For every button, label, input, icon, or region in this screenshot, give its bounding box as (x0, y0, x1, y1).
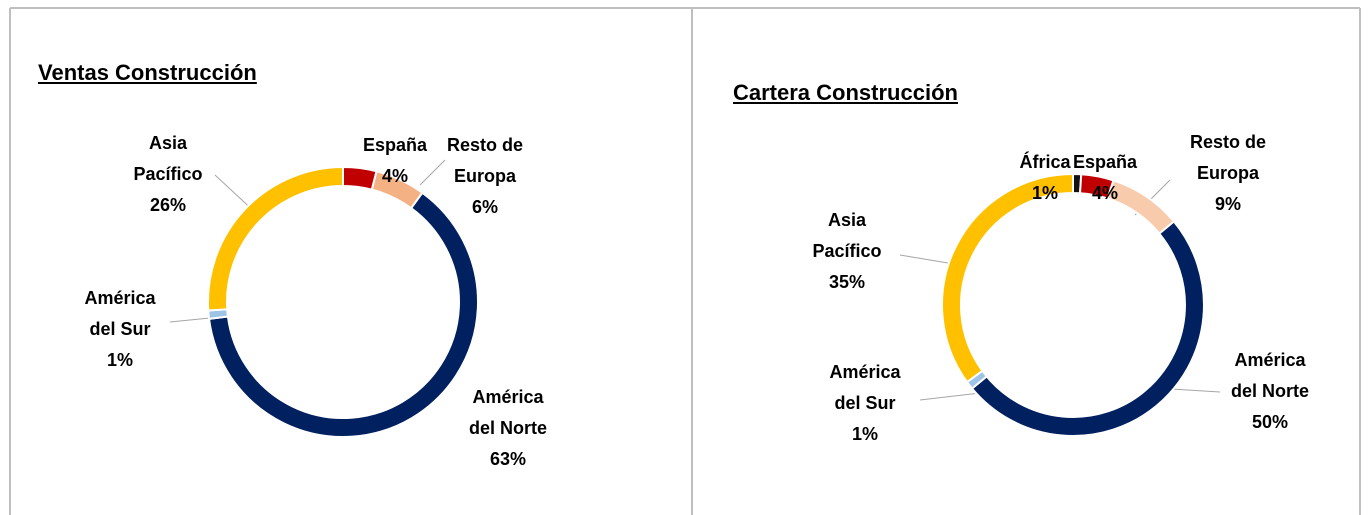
category-label: Asia Pacífico (133, 133, 203, 184)
value-label: 26% (149, 195, 187, 215)
category-label: Asia Pacífico (812, 210, 882, 261)
value-label: 4% (1091, 183, 1118, 203)
category-label: Resto de Europa (1189, 132, 1267, 183)
value-label: 35% (828, 272, 866, 292)
leader-line (419, 159, 446, 186)
donut-segment (970, 220, 1205, 437)
value-label: 9% (1214, 194, 1241, 214)
value-label: 1% (106, 350, 133, 370)
chart-title: Cartera Construcción (733, 80, 958, 105)
leader-line (919, 392, 981, 401)
chart-title: Ventas Construcción (38, 60, 257, 85)
category-label: América del Norte (1230, 350, 1309, 401)
value-label: 6% (471, 197, 498, 217)
donut-segment (207, 165, 344, 312)
category-label: España (362, 135, 428, 155)
leader-line (169, 317, 211, 323)
category-label: América del Sur (829, 362, 901, 413)
value-label: 50% (1251, 412, 1289, 432)
donut-segment (941, 172, 1074, 384)
category-label: Resto de Europa (446, 135, 524, 186)
category-label: África (1019, 152, 1071, 172)
value-label: 63% (489, 449, 527, 469)
category-label: América del Sur (84, 288, 156, 339)
category-label: América del Norte (468, 387, 547, 438)
value-label: 1% (1031, 183, 1058, 203)
value-label: 4% (381, 166, 408, 186)
value-label: 1% (851, 424, 878, 444)
category-label: España (1072, 152, 1138, 172)
